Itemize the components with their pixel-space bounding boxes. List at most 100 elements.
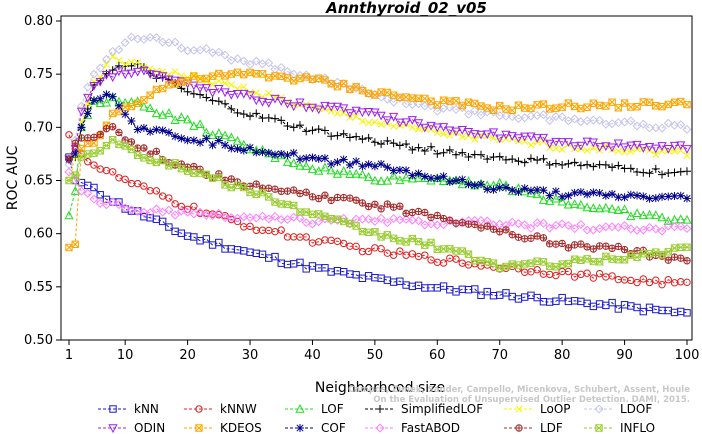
data-point-ldf xyxy=(65,155,73,163)
data-point-odin xyxy=(538,133,549,143)
data-point-knnw xyxy=(658,280,666,289)
data-point-cof xyxy=(370,162,379,171)
data-point-ldf xyxy=(302,188,310,196)
data-point-loop xyxy=(258,93,267,101)
data-point-simplifiedlof xyxy=(233,108,242,117)
data-point-lof xyxy=(314,166,324,175)
data-point-cof xyxy=(526,186,535,195)
data-point-simplifiedlof xyxy=(420,147,429,156)
data-point-cof xyxy=(576,188,585,197)
data-point-odin xyxy=(264,99,274,108)
data-point-cof xyxy=(214,136,223,145)
data-point-fastabod xyxy=(89,194,99,204)
data-point-odin xyxy=(601,142,611,152)
data-point-ldf xyxy=(408,208,417,217)
data-point-kdeos xyxy=(421,94,429,103)
legend-label-kdeos: KDEOS xyxy=(220,421,262,434)
data-point-ldof xyxy=(626,116,636,126)
data-point-loop xyxy=(209,80,217,89)
data-point-loop xyxy=(121,60,129,68)
data-point-fastabod xyxy=(507,217,517,227)
data-point-ldof xyxy=(339,79,349,89)
data-point-ldof xyxy=(570,114,580,124)
data-point-ldf xyxy=(115,128,123,137)
data-point-cof xyxy=(289,148,298,157)
data-point-odin xyxy=(114,67,124,77)
data-point-cof xyxy=(477,180,485,189)
data-point-lof xyxy=(551,193,561,203)
series-inflo xyxy=(65,136,691,272)
data-point-fastabod xyxy=(108,197,118,207)
data-point-cof xyxy=(570,188,579,197)
data-point-lof xyxy=(170,115,180,125)
data-point-odin xyxy=(207,88,218,98)
data-point-lof xyxy=(638,210,648,220)
data-point-cof xyxy=(683,194,691,203)
data-point-simplifiedlof xyxy=(377,140,386,149)
legend-item-ldf: LDF xyxy=(504,421,563,434)
data-point-ldof xyxy=(351,83,361,93)
data-point-simplifiedlof xyxy=(308,126,317,135)
data-point-fastabod xyxy=(401,214,411,224)
data-point-cof xyxy=(152,125,161,134)
data-point-loop xyxy=(227,81,235,89)
data-point-fastabod xyxy=(70,175,80,186)
data-point-cof xyxy=(233,144,242,153)
data-point-kdeos xyxy=(327,80,335,88)
data-point-lof xyxy=(438,176,449,185)
data-point-ldf xyxy=(77,134,86,142)
data-point-knnw xyxy=(402,251,410,259)
data-point-ldf xyxy=(670,253,679,261)
data-point-cof xyxy=(620,193,629,202)
data-point-ldf xyxy=(502,226,510,234)
data-point-kdeos xyxy=(377,88,385,96)
data-point-knn xyxy=(215,238,223,247)
data-point-lof xyxy=(594,203,605,213)
data-point-fastabod xyxy=(282,215,292,225)
data-point-ldof xyxy=(189,45,199,55)
data-point-loop xyxy=(614,147,622,155)
data-point-simplifiedlof xyxy=(183,87,192,96)
data-point-cof xyxy=(489,185,498,194)
data-point-kdeos xyxy=(558,103,566,111)
data-point-cof xyxy=(239,146,248,155)
data-point-kdeos xyxy=(427,97,435,105)
data-point-simplifiedlof xyxy=(302,127,311,136)
data-point-ldof xyxy=(282,67,292,77)
data-point-cof xyxy=(258,148,267,157)
data-point-lof xyxy=(95,98,105,107)
data-point-loop xyxy=(458,133,466,141)
data-point-ldf xyxy=(595,242,604,250)
data-point-kdeos xyxy=(152,85,161,94)
data-point-lof xyxy=(232,135,243,145)
data-point-knn xyxy=(96,191,104,199)
data-point-lof xyxy=(607,203,617,213)
data-point-lof xyxy=(339,166,349,175)
data-point-knnw xyxy=(84,158,92,166)
data-point-odin xyxy=(594,143,605,152)
data-point-knnw xyxy=(333,237,342,246)
data-point-knnw xyxy=(652,276,660,284)
data-point-cof xyxy=(358,162,367,171)
y-tick-label: 0.65 xyxy=(24,174,53,189)
legend-item-ldof: LDOF xyxy=(584,402,652,416)
data-point-odin xyxy=(663,145,673,154)
legend-marker-cof xyxy=(296,424,304,432)
data-point-knn xyxy=(471,285,479,293)
data-point-lof xyxy=(289,158,299,167)
data-point-kdeos xyxy=(90,139,98,147)
data-point-fastabod xyxy=(270,211,280,221)
data-point-cof xyxy=(295,155,304,164)
data-point-odin xyxy=(282,99,293,109)
data-point-odin xyxy=(669,141,680,151)
data-point-kdeos xyxy=(121,103,129,111)
data-point-knnw xyxy=(645,278,654,287)
data-point-lof xyxy=(139,101,149,111)
data-point-ldf xyxy=(471,220,479,229)
data-point-ldf xyxy=(121,136,129,144)
data-point-knnw xyxy=(108,168,117,176)
data-point-simplifiedlof xyxy=(214,97,223,106)
data-point-odin xyxy=(426,121,436,131)
data-point-fastabod xyxy=(582,225,592,235)
data-point-kdeos xyxy=(290,77,298,85)
